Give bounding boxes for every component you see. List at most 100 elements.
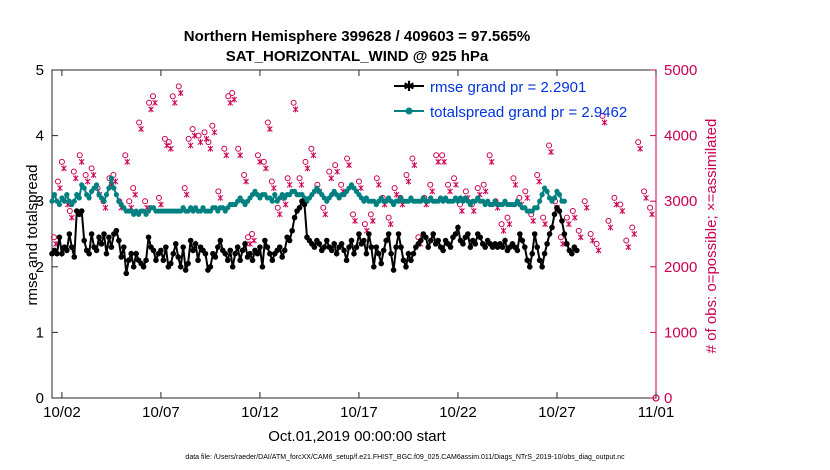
- obs-assimilated-point: [375, 181, 382, 188]
- rmse-point: [405, 250, 412, 257]
- obs-assimilated-point: [187, 142, 194, 149]
- obs-assimilated-point: [167, 145, 174, 152]
- rmse-point: [338, 241, 345, 247]
- obs-assimilated-point: [282, 201, 289, 208]
- spread-point: [56, 201, 63, 208]
- rmse-point: [395, 231, 402, 237]
- rmse-point: [88, 231, 95, 237]
- spread-point: [108, 175, 115, 181]
- rmse-point: [170, 250, 177, 257]
- obs-possible-point: [149, 93, 156, 100]
- obs-assimilated-point: [231, 96, 238, 103]
- spread-point: [551, 195, 558, 201]
- rmse-point: [227, 247, 234, 254]
- rmse-point: [123, 270, 130, 277]
- y-right-tick-label: 1000: [664, 324, 697, 341]
- obs-possible-point: [557, 234, 564, 241]
- obs-possible-point: [498, 221, 505, 228]
- rmse-point: [477, 234, 484, 241]
- obs-possible-point: [264, 119, 271, 126]
- rmse-point: [145, 234, 152, 241]
- obs-assimilated-point: [257, 158, 263, 165]
- obs-assimilated-point: [429, 188, 436, 195]
- obs-possible-point: [290, 99, 297, 106]
- rmse-point: [59, 250, 65, 257]
- obs-possible-point: [260, 158, 267, 165]
- rmse-point: [212, 254, 219, 260]
- obs-possible-point: [361, 221, 368, 228]
- rmse-point: [116, 237, 122, 244]
- obs-possible-point: [76, 152, 83, 159]
- y-left-tick-label: 1: [36, 324, 44, 341]
- obs-assimilated-point: [524, 194, 531, 201]
- obs-assimilated-point: [643, 194, 649, 201]
- obs-possible-point: [245, 234, 252, 241]
- obs-assimilated-point: [369, 217, 376, 224]
- rmse-point: [390, 267, 397, 273]
- rmse-point: [78, 208, 85, 214]
- obs-possible-point: [326, 168, 333, 175]
- rmse-point: [217, 237, 224, 244]
- rmse-point: [160, 257, 167, 264]
- obs-possible-point: [522, 188, 529, 195]
- rmse-point: [371, 264, 377, 270]
- obs-possible-point: [629, 224, 636, 231]
- rmse-point: [556, 208, 563, 214]
- spread-point: [106, 185, 112, 191]
- obs-possible-point: [225, 93, 232, 100]
- obs-assimilated-point: [237, 152, 243, 159]
- obs-possible-point: [302, 158, 309, 165]
- spread-point: [49, 198, 55, 204]
- obs-assimilated-point: [453, 181, 459, 188]
- rmse-point: [242, 241, 248, 247]
- obs-assimilated-point: [607, 224, 614, 231]
- rmse-point: [348, 237, 355, 244]
- rmse-point: [96, 234, 102, 241]
- rmse-point: [529, 250, 536, 257]
- rmse-point: [66, 231, 73, 237]
- obs-end-marker: [652, 394, 660, 402]
- spread-point: [51, 192, 58, 198]
- spread-point: [544, 188, 550, 194]
- y-axis-left-label: rmse and totalspread: [24, 165, 41, 306]
- spread-point: [71, 198, 77, 204]
- rmse-point: [514, 247, 521, 254]
- obs-assimilated-point: [405, 178, 412, 185]
- rmse-point: [356, 231, 362, 237]
- rmse-point: [551, 211, 558, 218]
- rmse-point: [472, 241, 479, 247]
- spread-point: [76, 195, 82, 201]
- obs-assimilated-point: [138, 126, 144, 133]
- obs-assimilated-point: [542, 221, 548, 228]
- y-right-tick-label: 0: [664, 390, 672, 407]
- rmse-point: [118, 254, 125, 260]
- obs-assimilated-point: [625, 244, 632, 251]
- rmse-point: [125, 257, 132, 264]
- spread-point: [537, 198, 543, 204]
- obs-assimilated-point: [124, 158, 131, 165]
- spread-point: [269, 198, 275, 204]
- rmse-point: [262, 237, 268, 244]
- rmse-point: [143, 257, 149, 264]
- obs-possible-point: [205, 139, 212, 146]
- rmse-point: [108, 244, 115, 250]
- rmse-point: [93, 247, 100, 254]
- obs-possible-point: [320, 204, 327, 211]
- obs-assimilated-point: [613, 201, 620, 208]
- obs-possible-point: [546, 142, 553, 149]
- rmse-point: [403, 264, 409, 270]
- rmse-point: [232, 250, 238, 257]
- obs-assimilated-point: [482, 188, 489, 195]
- rmse-point: [71, 254, 78, 260]
- obs-assimilated-point: [90, 171, 97, 178]
- rmse-point: [172, 241, 179, 247]
- obs-assimilated-point: [132, 191, 139, 198]
- rmse-point: [192, 241, 199, 247]
- rmse-point: [564, 241, 570, 247]
- rmse-point: [425, 244, 432, 250]
- obs-assimilated-point: [211, 129, 218, 136]
- obs-possible-point: [581, 198, 588, 205]
- y-left-tick-label: 3: [36, 193, 44, 210]
- obs-possible-point: [209, 122, 216, 129]
- rmse-point: [361, 237, 367, 244]
